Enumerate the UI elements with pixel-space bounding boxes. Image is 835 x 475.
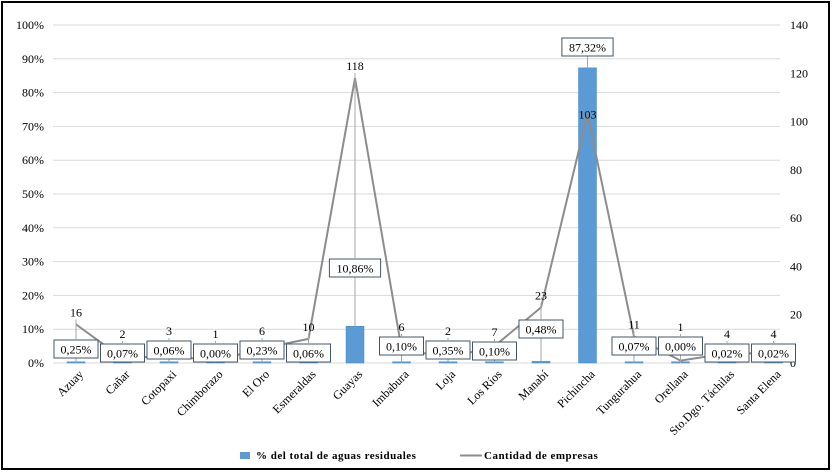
left-tick-label: 70% xyxy=(22,119,44,133)
line-data-label: 3 xyxy=(166,324,172,338)
left-tick-label: 30% xyxy=(22,255,44,269)
right-tick-label: 20 xyxy=(790,308,802,322)
bar-data-label: 0,35% xyxy=(433,344,464,358)
right-tick-label: 0 xyxy=(790,356,796,370)
right-tick-label: 60 xyxy=(790,211,802,225)
category-label: Imbabura xyxy=(369,367,412,410)
category-label: Tungurahua xyxy=(594,367,645,418)
line-data-label: 16 xyxy=(70,305,82,319)
category-label: Chimborazo xyxy=(174,367,226,419)
left-tick-label: 0% xyxy=(28,356,44,370)
line-data-label: 103 xyxy=(579,107,597,121)
line-data-label: 23 xyxy=(535,288,547,302)
line-data-label: 4 xyxy=(724,327,730,341)
legend-label-bar: % del total de aguas residuales xyxy=(256,450,417,462)
bar xyxy=(438,361,458,364)
left-tick-label: 20% xyxy=(22,288,44,302)
left-tick-label: 40% xyxy=(22,221,44,235)
line-data-label: 10 xyxy=(303,320,315,334)
left-tick-label: 10% xyxy=(22,322,44,336)
bar-data-label: 0,07% xyxy=(619,340,650,354)
line-series xyxy=(75,77,774,362)
bar-data-label: 0,00% xyxy=(665,340,696,354)
bar-data-label: 0,23% xyxy=(247,344,278,358)
bar-data-label: 0,06% xyxy=(154,344,185,358)
right-tick-label: 140 xyxy=(790,18,808,32)
line-data-label: 2 xyxy=(120,327,126,341)
left-tick-label: 50% xyxy=(22,187,44,201)
line-data-label: 11 xyxy=(628,317,640,331)
right-tick-label: 80 xyxy=(790,163,802,177)
bar xyxy=(531,361,551,364)
category-label: Esmeraldas xyxy=(270,367,319,416)
bar-data-label: 0,00% xyxy=(200,347,231,361)
category-label: Loja xyxy=(433,367,459,393)
bar-data-label: 0,02% xyxy=(712,347,743,361)
category-label: Santa Elena xyxy=(733,367,784,418)
line-data-label: 118 xyxy=(346,59,364,73)
bar-data-label: 87,32% xyxy=(569,41,606,55)
bar-data-label: 0,25% xyxy=(61,343,92,357)
category-label: Cotopaxi xyxy=(138,367,179,408)
line-data-label: 7 xyxy=(492,325,498,339)
bar xyxy=(345,326,365,364)
line-data-label: 6 xyxy=(259,324,265,338)
left-tick-label: 60% xyxy=(22,153,44,167)
category-label: Azuay xyxy=(54,367,86,399)
right-tick-label: 40 xyxy=(790,259,802,273)
line-data-label: 1 xyxy=(213,327,219,341)
line-data-label: 1 xyxy=(678,320,684,334)
category-label: El Oro xyxy=(239,367,272,400)
category-label: Cañar xyxy=(102,367,132,397)
bar-data-label: 0,48% xyxy=(526,323,557,337)
line-data-label: 2 xyxy=(445,324,451,338)
bar-data-label: 10,86% xyxy=(337,262,374,276)
left-tick-label: 80% xyxy=(22,86,44,100)
bar-data-label: 0,07% xyxy=(107,347,138,361)
category-label: Los Ríos xyxy=(464,367,505,408)
bar-data-label: 0,02% xyxy=(758,347,789,361)
category-label: Orellana xyxy=(652,367,692,407)
category-label: Pichincha xyxy=(554,367,598,411)
left-tick-label: 90% xyxy=(22,52,44,66)
category-label: Manabí xyxy=(515,367,551,403)
legend-label-line: Cantidad de empresas xyxy=(484,450,599,462)
bar-data-label: 0,10% xyxy=(479,345,510,359)
left-tick-label: 100% xyxy=(16,18,44,32)
line-data-label: 4 xyxy=(771,327,777,341)
category-label: Guayas xyxy=(330,367,366,403)
right-tick-label: 100 xyxy=(790,115,808,129)
legend-swatch-bar xyxy=(240,452,250,459)
bar-label-box xyxy=(561,37,614,57)
bar-data-label: 0,06% xyxy=(293,347,324,361)
bar-data-label: 0,10% xyxy=(386,340,417,354)
right-tick-label: 120 xyxy=(790,66,808,80)
line-data-label: 6 xyxy=(399,320,405,334)
